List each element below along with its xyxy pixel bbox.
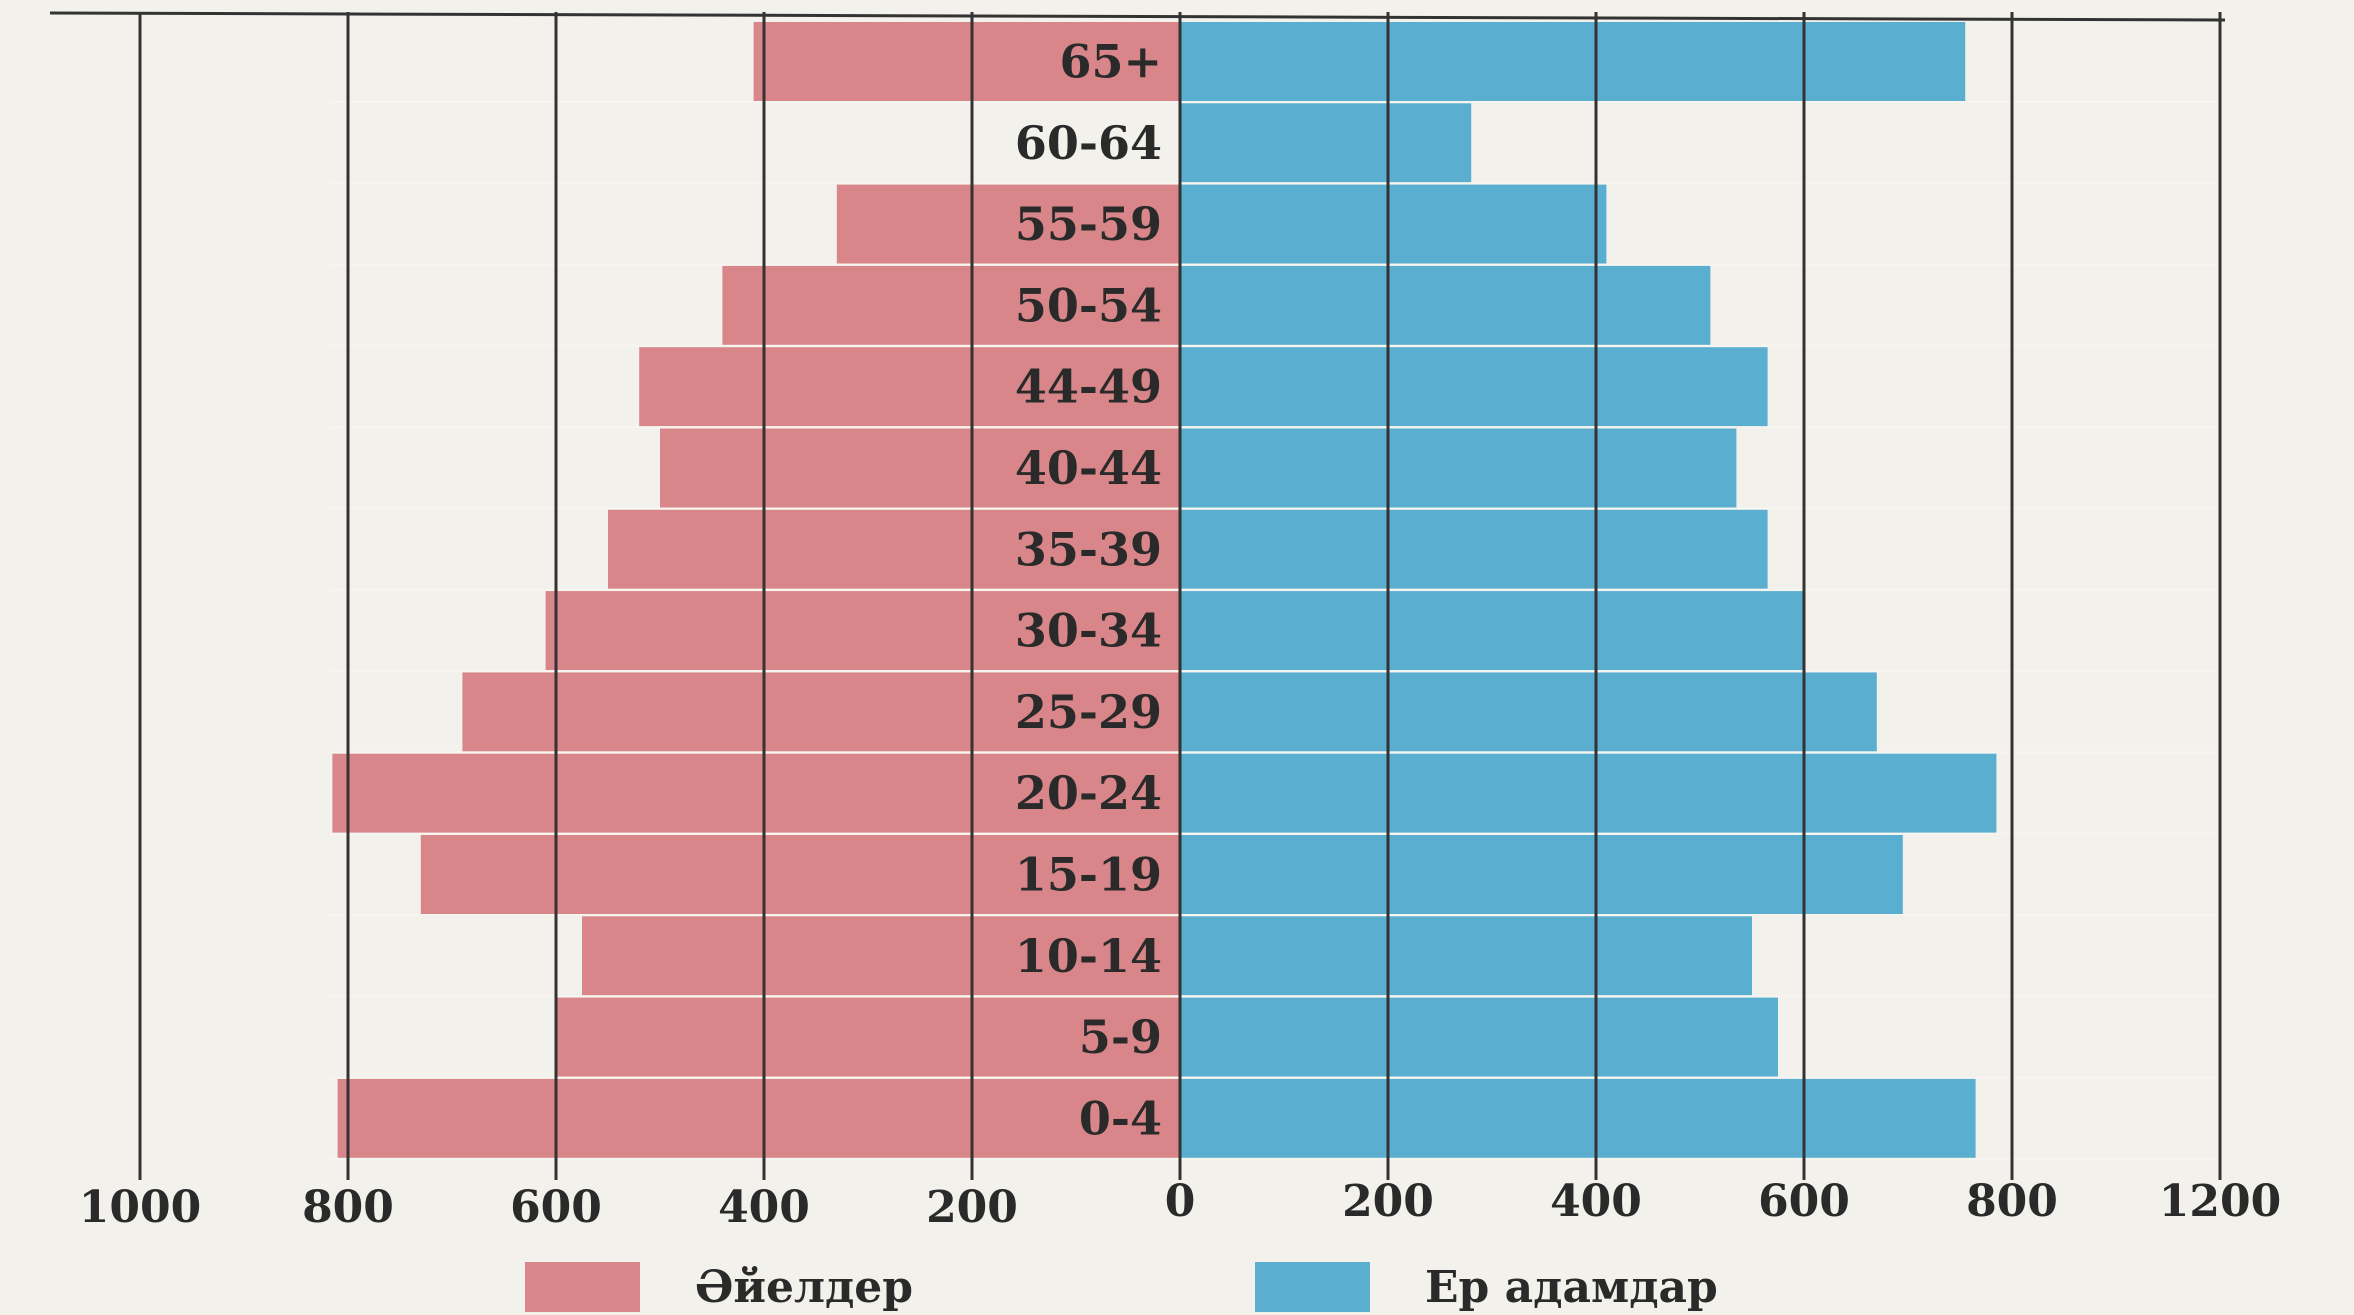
age-label-50-54: 50-54	[1015, 278, 1162, 332]
male-bar-30-34	[1180, 591, 1804, 671]
legend-label-male: Ер адамдар	[1425, 1262, 1718, 1313]
female-bar-50-54	[722, 265, 1180, 345]
age-label-40-44: 40-44	[1015, 441, 1162, 495]
age-label-25-29: 25-29	[1015, 685, 1162, 739]
female-bar-20-24	[332, 753, 1180, 833]
male-bar-44-49	[1180, 347, 1768, 427]
age-label-55-59: 55-59	[1015, 197, 1162, 251]
tick-label-left: 400	[718, 1182, 810, 1233]
female-bar-30-34	[545, 591, 1180, 671]
age-label-0-4: 0-4	[1079, 1091, 1162, 1145]
female-bar-65+	[753, 22, 1180, 101]
male-bar-35-39	[1180, 509, 1768, 589]
male-bar-15-19	[1180, 835, 1903, 914]
age-label-30-34: 30-34	[1015, 604, 1162, 658]
male-bar-55-59	[1180, 184, 1607, 264]
male-bar-10-14	[1180, 916, 1752, 996]
female-bar-40-44	[660, 428, 1180, 508]
tick-label-right: 0	[1165, 1176, 1196, 1227]
tick-label-right: 1200	[2159, 1176, 2281, 1227]
age-label-10-14: 10-14	[1015, 929, 1162, 983]
male-bar-25-29	[1180, 672, 1877, 752]
female-bars	[332, 22, 1181, 1158]
male-bar-20-24	[1180, 753, 1997, 833]
female-bar-15-19	[420, 835, 1180, 914]
legend-swatch-male	[1255, 1262, 1370, 1312]
male-bar-0-4	[1180, 1078, 1976, 1158]
male-bar-5-9	[1180, 997, 1778, 1077]
female-bar-5-9	[556, 997, 1180, 1077]
female-bar-44-49	[639, 347, 1180, 427]
female-bar-25-29	[462, 672, 1180, 752]
age-label-15-19: 15-19	[1015, 848, 1162, 902]
age-label-65+: 65+	[1059, 35, 1162, 89]
age-label-60-64: 60-64	[1015, 116, 1162, 170]
grid-lines	[49, 11, 2226, 1180]
tick-label-right: 600	[1758, 1176, 1850, 1227]
female-bar-35-39	[608, 509, 1180, 589]
female-bar-55-59	[836, 184, 1180, 264]
female-bar-10-14	[582, 916, 1180, 996]
x-axis-tick-labels: 1000 800 600 400 200 0 200 400 600 800 1200	[79, 1176, 2281, 1233]
tick-label-left: 200	[926, 1182, 1018, 1233]
male-bar-60-64	[1180, 103, 1472, 183]
tick-label-right: 800	[1966, 1176, 2058, 1227]
tick-label-left: 1000	[79, 1182, 201, 1233]
age-label-44-49: 44-49	[1015, 360, 1162, 414]
male-bars	[1180, 22, 1997, 1158]
age-label-5-9: 5-9	[1079, 1010, 1162, 1064]
age-group-labels: 65+ 60-64 55-59 50-54 44-49 40-44 35-39 30-34 25…	[1015, 35, 1162, 1146]
tick-label-right: 400	[1550, 1176, 1642, 1227]
age-label-20-24: 20-24	[1015, 766, 1162, 820]
tick-label-left: 600	[510, 1182, 602, 1233]
tick-label-right: 200	[1342, 1176, 1434, 1227]
legend-label-female: Әйелдер	[695, 1262, 913, 1313]
female-bar-0-4	[337, 1078, 1181, 1158]
top-border	[49, 11, 2226, 22]
male-bar-50-54	[1180, 265, 1711, 345]
male-bar-40-44	[1180, 428, 1737, 508]
male-bar-65+	[1180, 22, 1966, 101]
legend-swatch-female	[525, 1262, 640, 1312]
age-label-35-39: 35-39	[1015, 522, 1162, 576]
tick-label-left: 800	[302, 1182, 394, 1233]
legend: Әйелдер Ер адамдар	[525, 1262, 1718, 1313]
